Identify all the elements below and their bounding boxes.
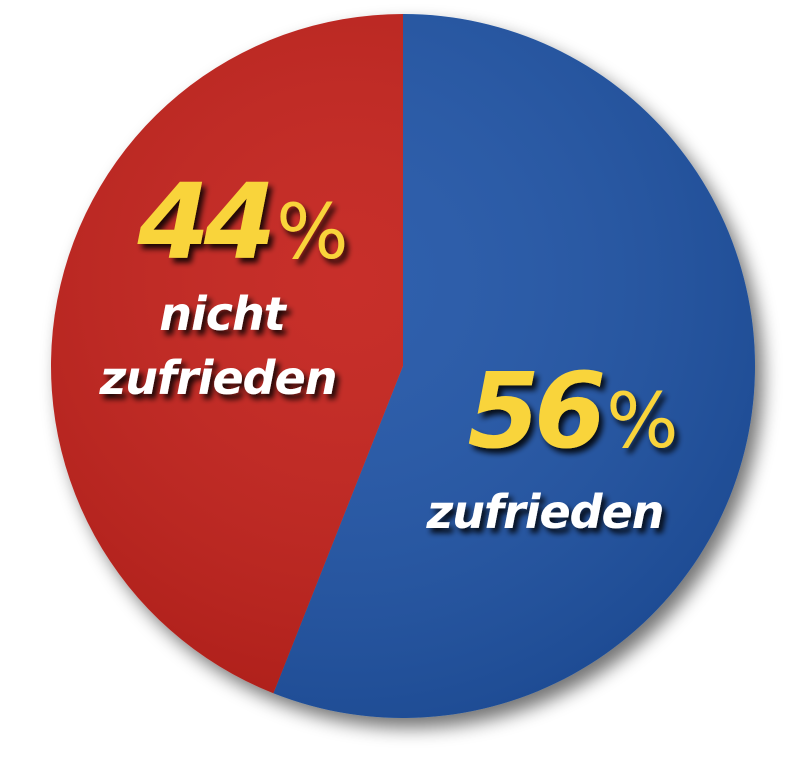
slice-label-not-satisfied: 44% nicht zufrieden — [98, 161, 351, 405]
data-label-satisfied-text: zufrieden — [425, 485, 663, 539]
data-label-not-satisfied-line-2: zufrieden — [98, 351, 336, 405]
data-label-satisfied-value: 56% — [468, 350, 676, 472]
data-label-not-satisfied-value: 44% — [137, 161, 346, 283]
data-label-not-satisfied-line-1: nicht — [159, 287, 288, 341]
slice-label-satisfied: 56% zufrieden — [425, 350, 681, 539]
